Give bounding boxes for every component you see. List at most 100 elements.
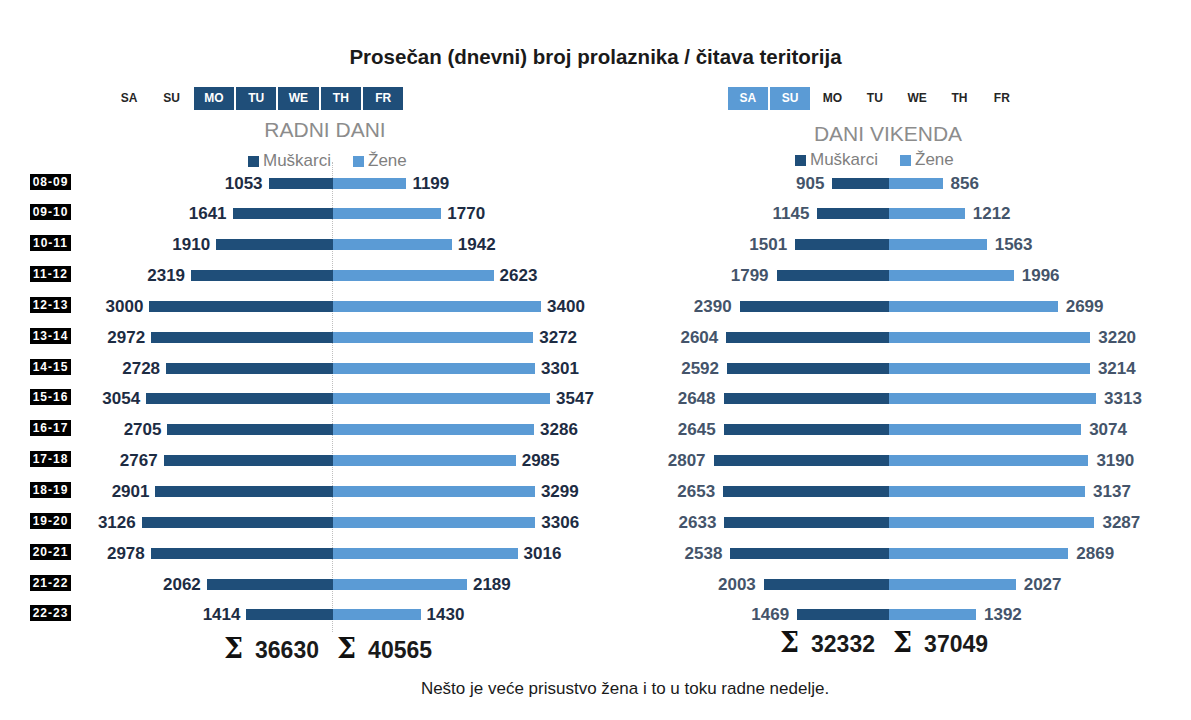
weekday-day-strip: SASUMOTUWETHFR <box>108 87 404 110</box>
value-label-male: 3000 <box>106 297 144 316</box>
time-slot-label: 16-17 <box>30 420 71 436</box>
day-label-su: SU <box>150 87 192 110</box>
bar-female <box>333 424 534 435</box>
footnote: Nešto je veće prisustvo žena i to u toku… <box>59 679 1191 699</box>
value-label-female: 3306 <box>541 513 579 532</box>
value-label-male: 2003 <box>718 575 756 594</box>
time-slot-label: 17-18 <box>30 451 71 467</box>
bar-female <box>333 270 494 281</box>
time-slot-label: 20-21 <box>30 544 71 560</box>
passersby-chart-page: { "title": "Prosečan (dnevni) broj prola… <box>0 0 1191 720</box>
value-label-male: 2538 <box>685 544 723 563</box>
day-label-mo: MO <box>811 87 853 110</box>
bar-female <box>333 239 452 250</box>
value-label-female: 2985 <box>522 451 560 470</box>
bar-male <box>764 579 889 590</box>
legend-label: Muškarci <box>263 151 331 171</box>
time-slot-label: 14-15 <box>30 359 71 375</box>
bar-female <box>889 424 1081 435</box>
weekday-male-total: 36630 <box>255 639 319 662</box>
value-label-male: 2648 <box>678 389 716 408</box>
time-slot-label: 15-16 <box>30 389 71 405</box>
value-label-male: 3054 <box>102 389 140 408</box>
bar-male <box>724 424 889 435</box>
value-label-male: 2705 <box>124 420 162 439</box>
day-label-th: TH <box>320 87 362 110</box>
bar-female <box>333 609 421 620</box>
value-label-female: 1392 <box>984 605 1022 624</box>
value-label-male: 2633 <box>679 513 717 532</box>
bar-female <box>889 363 1090 374</box>
legend-label: Žene <box>915 150 954 170</box>
value-label-male: 1469 <box>751 605 789 624</box>
bar-female <box>333 579 467 590</box>
value-label-female: 3214 <box>1098 359 1136 378</box>
bar-female <box>333 332 533 343</box>
bar-male <box>216 239 333 250</box>
weekday-female-total: 40565 <box>368 639 432 662</box>
bar-male <box>151 548 333 559</box>
value-label-female: 2623 <box>500 266 538 285</box>
bar-male <box>155 486 333 497</box>
bar-male <box>740 301 889 312</box>
bar-female <box>333 178 406 189</box>
bar-male <box>817 208 889 219</box>
value-label-male: 2807 <box>668 451 706 470</box>
value-label-female: 3016 <box>524 544 562 563</box>
value-label-female: 3301 <box>541 359 579 378</box>
time-slot-label: 12-13 <box>30 297 71 313</box>
value-label-female: 3287 <box>1102 513 1140 532</box>
value-label-female: 1212 <box>973 204 1011 223</box>
bar-female <box>889 301 1058 312</box>
value-label-female: 2869 <box>1076 544 1114 563</box>
bar-female <box>333 486 535 497</box>
value-label-female: 1199 <box>412 174 449 193</box>
sigma-symbol: Σ <box>337 636 356 662</box>
value-label-female: 1430 <box>427 605 465 624</box>
value-label-male: 2767 <box>120 451 158 470</box>
value-label-female: 1996 <box>1022 266 1060 285</box>
value-label-male: 2901 <box>112 482 150 501</box>
value-label-female: 3400 <box>547 297 585 316</box>
value-label-male: 1145 <box>773 204 810 223</box>
bar-male <box>724 393 890 404</box>
value-label-male: 1414 <box>203 605 241 624</box>
sigma-symbol: Σ <box>893 630 912 656</box>
sigma-symbol: Σ <box>224 636 243 662</box>
value-label-female: 1563 <box>995 235 1033 254</box>
day-label-we: WE <box>277 87 319 110</box>
value-label-female: 3272 <box>539 328 577 347</box>
bar-male <box>207 579 333 590</box>
bar-male <box>167 424 333 435</box>
time-slot-label: 22-23 <box>30 605 71 621</box>
value-label-female: 3299 <box>541 482 579 501</box>
value-label-male: 1501 <box>749 235 787 254</box>
legend-swatch-icon <box>900 155 911 166</box>
value-label-male: 2728 <box>122 359 160 378</box>
weekend-male-total: 32332 <box>811 633 875 656</box>
time-slot-label: 10-11 <box>30 235 71 251</box>
legend-item-female: Žene <box>353 151 407 171</box>
legend-item-female: Žene <box>900 150 954 170</box>
day-label-fr: FR <box>981 87 1023 110</box>
page-title: Prosečan (dnevni) broj prolaznika / čita… <box>0 45 1191 69</box>
value-label-female: 3286 <box>540 420 578 439</box>
legend-swatch-icon <box>353 156 364 167</box>
value-label-male: 2972 <box>107 328 145 347</box>
time-slot-label: 08-09 <box>30 174 71 190</box>
time-slot-label: 21-22 <box>30 575 71 591</box>
bar-female <box>889 486 1085 497</box>
time-slot-label: 13-14 <box>30 328 71 344</box>
bar-female <box>333 393 550 404</box>
bar-male <box>723 486 889 497</box>
bar-male <box>191 270 333 281</box>
value-label-female: 856 <box>951 174 979 193</box>
bar-female <box>889 455 1088 466</box>
day-label-mo: MO <box>193 87 235 110</box>
value-label-female: 1942 <box>458 235 496 254</box>
day-label-su: SU <box>769 87 811 110</box>
value-label-female: 3547 <box>556 389 594 408</box>
day-label-fr: FR <box>362 87 404 110</box>
time-slot-label: 11-12 <box>30 266 71 282</box>
bar-female <box>889 609 976 620</box>
